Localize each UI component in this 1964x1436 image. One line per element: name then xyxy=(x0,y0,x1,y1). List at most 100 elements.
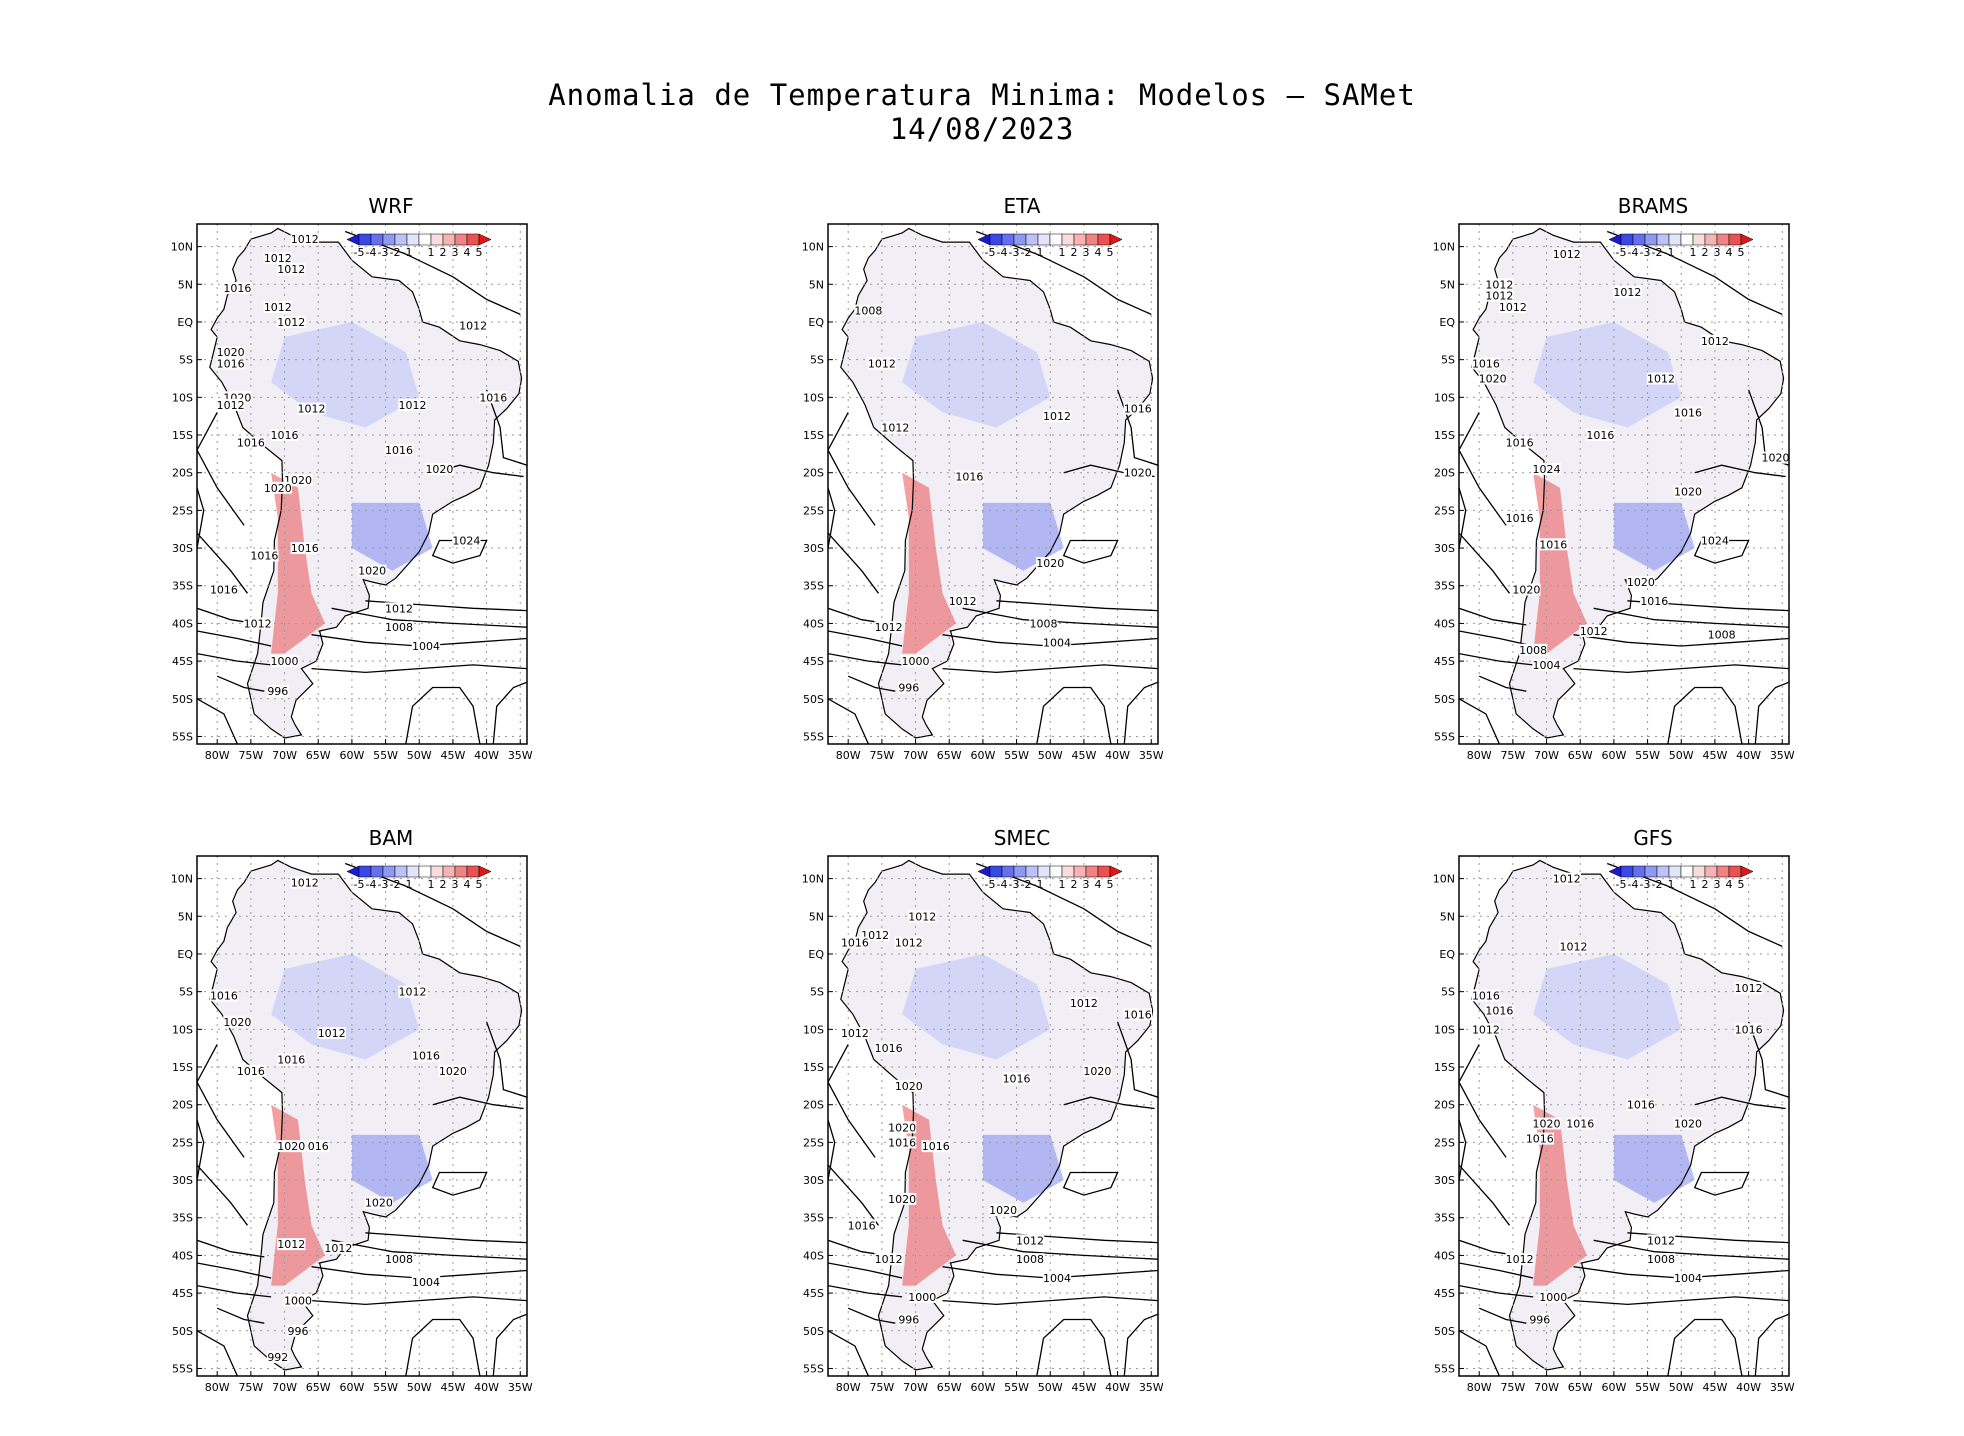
isobar-label: 1016 xyxy=(277,1053,305,1066)
colorbar-label: -3 xyxy=(1640,246,1651,259)
isobar-label: 1012 xyxy=(895,937,923,950)
lat-label: 30S xyxy=(172,542,193,555)
isobar-line xyxy=(1123,681,1158,744)
isobar-label-bg xyxy=(874,1042,903,1055)
isobar-label: 1016 xyxy=(1627,1099,1655,1112)
lat-label: 5S xyxy=(810,986,824,999)
colorbar-label: -3 xyxy=(378,878,389,891)
isobar-line xyxy=(1062,539,1119,564)
isobar-label: 1016 xyxy=(1526,1133,1554,1146)
isobar-line xyxy=(1459,412,1507,526)
colorbar-label: -4 xyxy=(366,878,377,891)
lat-label: 5N xyxy=(809,910,824,923)
isobar-label-bg xyxy=(223,282,252,295)
lat-label: 5N xyxy=(178,278,193,291)
colorbar-swatch xyxy=(1073,233,1087,246)
colorbar-label: 1 xyxy=(1059,878,1066,891)
isobar-line xyxy=(492,681,527,744)
colorbar-label: 3 xyxy=(1714,246,1721,259)
lon-label: 80W xyxy=(205,1381,230,1394)
lat-label: 5N xyxy=(1440,910,1455,923)
isobar-label-bg xyxy=(908,1290,937,1303)
isobar-label-bg xyxy=(1646,1234,1676,1247)
colorbar: -5 -4 -3 -2 -1 1 2 3 4 5 xyxy=(346,233,492,259)
colorbar-label: -4 xyxy=(997,878,1008,891)
isobar-label: 1000 xyxy=(271,655,299,668)
lon-label: 50W xyxy=(407,749,432,762)
isobar-label-bg xyxy=(263,300,293,313)
colorbar-swatch xyxy=(1680,865,1694,878)
plot-frame xyxy=(196,855,528,1377)
isobar-label: 1004 xyxy=(1674,1272,1702,1285)
isobar-label-bg xyxy=(1029,617,1058,630)
isobar-label-bg xyxy=(287,1324,309,1337)
isobar-label: 1020 xyxy=(1674,1118,1702,1131)
colorbar-swatch xyxy=(1680,233,1694,246)
colorbar-label: 1 xyxy=(428,878,435,891)
colorbar-label: -1 xyxy=(402,246,413,259)
isobar-label-bg xyxy=(894,1079,924,1092)
isobar-line xyxy=(216,675,265,692)
isobar-label-bg xyxy=(887,1136,917,1149)
isobar-line xyxy=(1459,1044,1507,1158)
lat-label: 50S xyxy=(172,693,193,706)
isobar-label: 1016 xyxy=(291,542,319,555)
isobar-label-bg xyxy=(357,564,387,577)
isobar-line xyxy=(1063,1096,1155,1110)
isobar-label: 996 xyxy=(898,1313,919,1326)
coastline xyxy=(1471,859,1785,1371)
isobar-line xyxy=(1459,607,1527,626)
colorbar-label: 1 xyxy=(1059,246,1066,259)
isobar-label-bg xyxy=(874,621,903,634)
colorbar-label: -5 xyxy=(985,246,996,259)
isobar-label: 1012 xyxy=(868,357,896,370)
lon-label: 75W xyxy=(1500,1381,1525,1394)
isobar-label-bg xyxy=(223,1015,252,1028)
isobar-label: 1008 xyxy=(385,621,413,634)
isobar-label: 1020 xyxy=(217,346,245,359)
map-svg: 1012 1012 1016 1012 1012 1016 1012 1016 1020 1016… xyxy=(802,855,1164,1394)
isobar-label: 1016 xyxy=(1674,406,1702,419)
colorbar-swatch xyxy=(478,865,492,878)
isobar-line xyxy=(344,230,521,315)
lon-label: 45W xyxy=(1702,749,1727,762)
isobar-label-bg xyxy=(283,1294,313,1307)
lon-label: 40W xyxy=(1105,1381,1130,1394)
isobar-label: 1012 xyxy=(1506,1253,1534,1266)
colorbar-swatch xyxy=(394,233,408,246)
isobar-label-bg xyxy=(1485,278,1514,291)
isobar-label: 1016 xyxy=(1124,1008,1152,1021)
lat-label: 5S xyxy=(179,354,193,367)
lon-label: 70W xyxy=(272,1381,297,1394)
lon-label: 70W xyxy=(903,749,928,762)
isobar-label: 1012 xyxy=(949,595,977,608)
isobar-label: 1012 xyxy=(291,876,319,889)
isobar-label-bg xyxy=(1532,658,1561,671)
isobar-label: 1016 xyxy=(841,937,869,950)
isobar-label-bg xyxy=(1528,1313,1551,1326)
lat-label: 10N xyxy=(171,241,193,254)
isobar-line xyxy=(1747,1021,1789,1098)
isobar-label: 1008 xyxy=(1519,644,1547,657)
isobar-line xyxy=(344,862,521,947)
isobar-line xyxy=(1459,630,1534,647)
isobar-label-bg xyxy=(384,602,414,615)
isobar-label: 1012 xyxy=(399,399,427,412)
colorbar-label: 1 xyxy=(428,246,435,259)
lon-label: 60W xyxy=(970,749,995,762)
anomaly-patch xyxy=(902,1104,956,1286)
lon-label: 50W xyxy=(1669,749,1694,762)
isobar-line xyxy=(1459,1284,1534,1298)
colorbar-swatch xyxy=(1061,865,1075,878)
isobar-line xyxy=(197,1164,249,1226)
map-content: 1008 1012 1012 1012 1016 1016 1020 1020 1012 1012… xyxy=(828,224,1158,744)
isobar-line xyxy=(197,1284,272,1298)
isobar-label-bg xyxy=(243,617,272,630)
isobar-label: 1012 xyxy=(244,617,272,630)
isobar-line xyxy=(1459,1330,1500,1376)
lat-label: 25S xyxy=(1434,504,1455,517)
isobar-label: 1004 xyxy=(412,1276,440,1289)
